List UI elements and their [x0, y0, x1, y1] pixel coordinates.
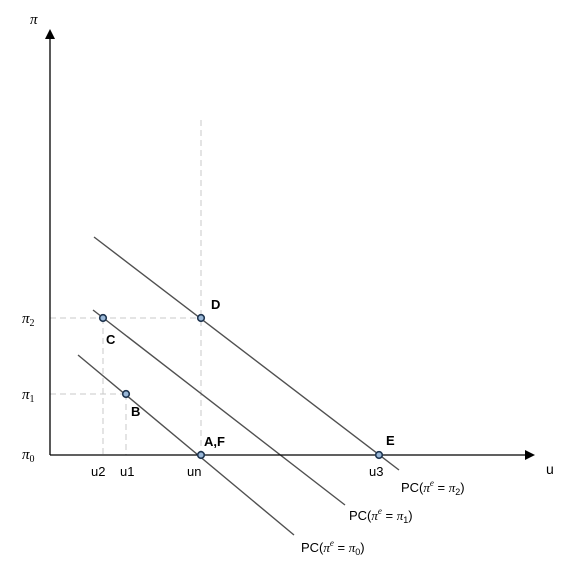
y-tick-pi2: π2 — [22, 311, 35, 329]
point-af — [196, 450, 206, 460]
y-axis-title: π — [30, 12, 38, 28]
label-point-b: B — [131, 404, 140, 419]
y-tick-pi1: π1 — [22, 387, 35, 405]
label-point-e: E — [386, 433, 395, 448]
x-axis-title: u — [546, 461, 554, 477]
label-curve-pc-pi2: PC(πe = π2) — [401, 478, 465, 497]
label-curve-pc-pi0: PC(πe = π0) — [301, 538, 365, 557]
label-point-af: A,F — [204, 434, 225, 449]
x-tick-un: un — [187, 464, 201, 479]
curve-pc-pi0 — [77, 354, 295, 536]
x-tick-u3: u3 — [369, 464, 383, 479]
curve-pc-pi1 — [92, 309, 346, 506]
axes — [45, 29, 535, 460]
points — [98, 313, 384, 460]
label-point-d: D — [211, 297, 220, 312]
guide-lines — [50, 120, 202, 455]
curve-pc-pi2 — [93, 236, 400, 471]
point-b — [121, 389, 131, 399]
point-c — [98, 313, 108, 323]
x-tick-u1: u1 — [120, 464, 134, 479]
x-tick-u2: u2 — [91, 464, 105, 479]
point-e — [374, 450, 384, 460]
y-tick-pi0: π0 — [22, 447, 35, 465]
label-point-c: C — [106, 332, 116, 347]
phillips-curves — [77, 236, 400, 536]
point-d — [196, 313, 206, 323]
label-curve-pc-pi1: PC(πe = π1) — [349, 506, 413, 525]
